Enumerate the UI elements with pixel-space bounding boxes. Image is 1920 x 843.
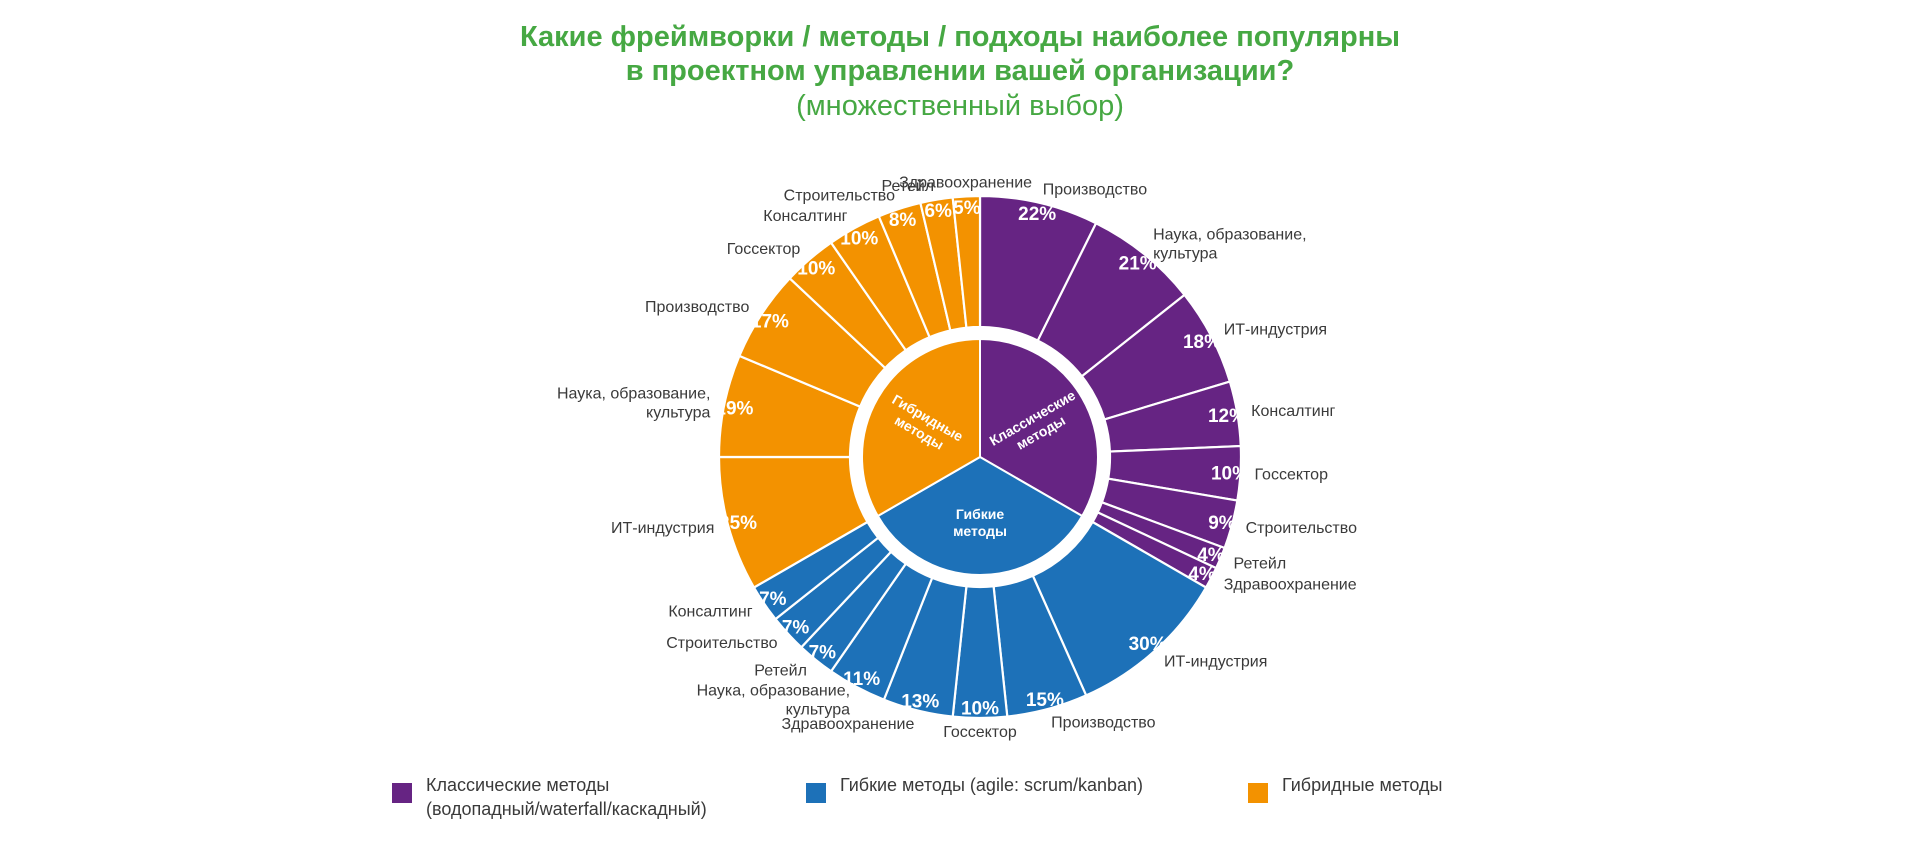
value-label-agile-наука-образование-культура: 11% <box>843 669 880 690</box>
chart-subtitle: (множественный выбор) <box>796 90 1124 122</box>
legend-text-hybrid: Гибридные методы <box>1282 773 1442 797</box>
value-label-agile-консалтинг: 7% <box>759 589 787 610</box>
value-label-hybrid-консалтинг: 10% <box>840 228 878 249</box>
value-label-hybrid-ретейл: 6% <box>924 201 952 222</box>
value-label-classic-консалтинг: 12% <box>1208 406 1246 427</box>
value-label-hybrid-наука-образование-культура: 19% <box>715 398 753 419</box>
value-label-classic-производство: 22% <box>1018 204 1056 225</box>
category-label-hybrid-производство: Производство <box>645 299 749 316</box>
value-label-hybrid-строительство: 8% <box>889 210 917 231</box>
value-label-hybrid-здравоохранение: 5% <box>953 198 981 219</box>
value-label-classic-ретейл: 4% <box>1197 545 1225 566</box>
legend-swatch-hybrid <box>1248 783 1268 803</box>
legend-classic-line-1: Классические методы <box>426 775 610 795</box>
category-label-agile-производство: Производство <box>1051 715 1155 732</box>
legend-swatch-agile <box>806 783 826 803</box>
legend-item-classic: Классические методы (водопадный/waterfal… <box>392 773 707 821</box>
value-label-classic-строительство: 9% <box>1208 513 1236 534</box>
category-label-agile-наука-образование-культура: Наука, образование, культура <box>697 682 851 718</box>
category-label-agile-ретейл: Ретейл <box>754 663 807 680</box>
outer-labels: Производство Наука, образование, культура И… <box>557 174 1357 741</box>
legend-text-classic: Классические методы (водопадный/waterfal… <box>426 773 707 821</box>
category-label-hybrid-здравоохранение: Здравоохранение <box>899 174 1032 191</box>
category-label-classic-здравоохранение: Здравоохранение <box>1224 576 1357 593</box>
value-label-agile-строительство: 7% <box>782 618 810 639</box>
legend-agile-line-1: Гибкие методы (agile: scrum/kanban) <box>840 775 1144 795</box>
category-label-hybrid-строительство: Строительство <box>784 187 895 204</box>
legend-swatch-classic <box>392 783 412 803</box>
value-label-classic-здравоохранение: 4% <box>1188 564 1216 585</box>
value-label-hybrid-госсектор: 10% <box>797 258 835 279</box>
value-label-classic-госсектор: 10% <box>1211 464 1249 485</box>
category-label-agile-строительство: Строительство <box>666 635 777 652</box>
category-label-agile-здравоохранение: Здравоохранение <box>781 716 914 733</box>
category-label-hybrid-консалтинг: Консалтинг <box>763 208 847 225</box>
value-label-hybrid-ит-индустрия: 25% <box>719 513 757 534</box>
legend-text-agile: Гибкие методы (agile: scrum/kanban) <box>840 773 1143 797</box>
category-label-agile-госсектор: Госсектор <box>943 724 1017 741</box>
value-label-agile-здравоохранение: 13% <box>901 691 939 712</box>
value-label-classic-наука-образование-культура: 21% <box>1119 253 1157 274</box>
category-label-hybrid-ретейл: Ретейл <box>881 178 934 195</box>
legend-item-hybrid: Гибридные методы <box>1248 773 1442 803</box>
category-label-agile-консалтинг: Консалтинг <box>668 604 752 621</box>
category-label-hybrid-ит-индустрия: ИТ-индустрия <box>611 520 714 537</box>
value-label-agile-ит-индустрия: 30% <box>1129 634 1167 655</box>
category-label-classic-ит-индустрия: ИТ-индустрия <box>1224 322 1327 339</box>
category-label-classic-консалтинг: Консалтинг <box>1251 403 1335 420</box>
category-label-classic-госсектор: Госсектор <box>1254 466 1328 483</box>
category-label-classic-наука-образование-культура: Наука, образование, культура <box>1153 226 1306 262</box>
value-label-agile-производство: 15% <box>1026 690 1064 711</box>
category-label-classic-производство: Производство <box>1043 181 1147 198</box>
legend-hybrid-line-1: Гибридные методы <box>1282 775 1443 795</box>
inner-wedge-hybrid <box>861 337 981 518</box>
value-label-agile-ретейл: 7% <box>809 643 837 664</box>
category-label-hybrid-госсектор: Госсектор <box>727 241 801 258</box>
chart-title-line-2: в проектном управлении вашей организации… <box>625 55 1295 87</box>
category-label-classic-ретейл: Ретейл <box>1234 556 1287 573</box>
value-label-agile-госсектор: 10% <box>961 699 999 720</box>
ring-separator <box>850 327 1110 587</box>
legend-classic-line-2: (водопадный/waterfall/каскадный) <box>426 799 707 819</box>
legend-item-agile: Гибкие методы (agile: scrum/kanban) <box>806 773 1143 803</box>
category-label-agile-ит-индустрия: ИТ-индустрия <box>1164 653 1267 670</box>
chart-title-line-1: Какие фреймворки / методы / подходы наиб… <box>519 21 1401 53</box>
value-label-hybrid-производство: 17% <box>751 312 789 333</box>
category-label-classic-строительство: Строительство <box>1246 520 1357 537</box>
inner-label-agile: Гибкие методы <box>953 506 1007 539</box>
category-label-hybrid-наука-образование-культура: Наука, образование, культура <box>557 386 711 422</box>
value-label-classic-ит-индустрия: 18% <box>1183 332 1221 353</box>
chart-title-block: Какие фреймворки / методы / подходы наиб… <box>0 20 1920 124</box>
